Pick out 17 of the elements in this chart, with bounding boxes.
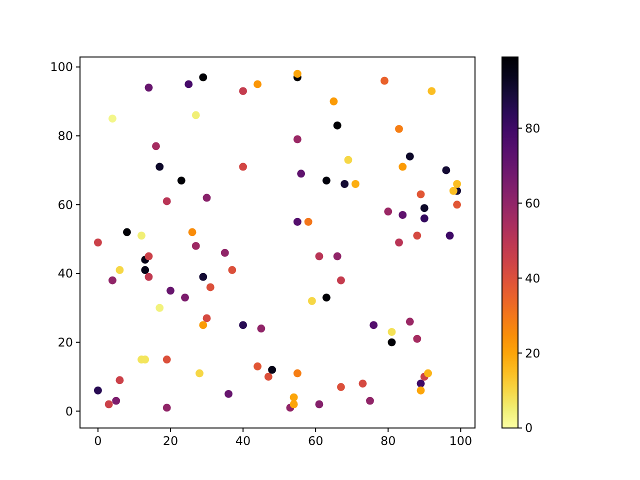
color-bar-label: 60 (525, 196, 540, 210)
x-tick-label: 40 (235, 434, 251, 448)
x-tick-label: 0 (94, 434, 102, 448)
color-bar-label: 20 (525, 346, 540, 360)
y-tick-label: 100 (50, 60, 73, 74)
x-tick-label: 80 (380, 434, 396, 448)
x-tick-label: 60 (308, 434, 324, 448)
x-tick-label: 100 (449, 434, 472, 448)
color-bar-label: 0 (525, 421, 533, 436)
y-tick-label: 40 (58, 266, 73, 281)
y-tick-label: 80 (58, 129, 73, 144)
y-tick-label: 20 (58, 336, 73, 350)
color-bar-label: 80 (525, 121, 540, 136)
x-tick-label: 20 (162, 434, 178, 448)
y-tick-label: 60 (58, 198, 73, 212)
color-bar-label: 40 (525, 271, 540, 286)
y-tick-label: 0 (65, 404, 73, 418)
